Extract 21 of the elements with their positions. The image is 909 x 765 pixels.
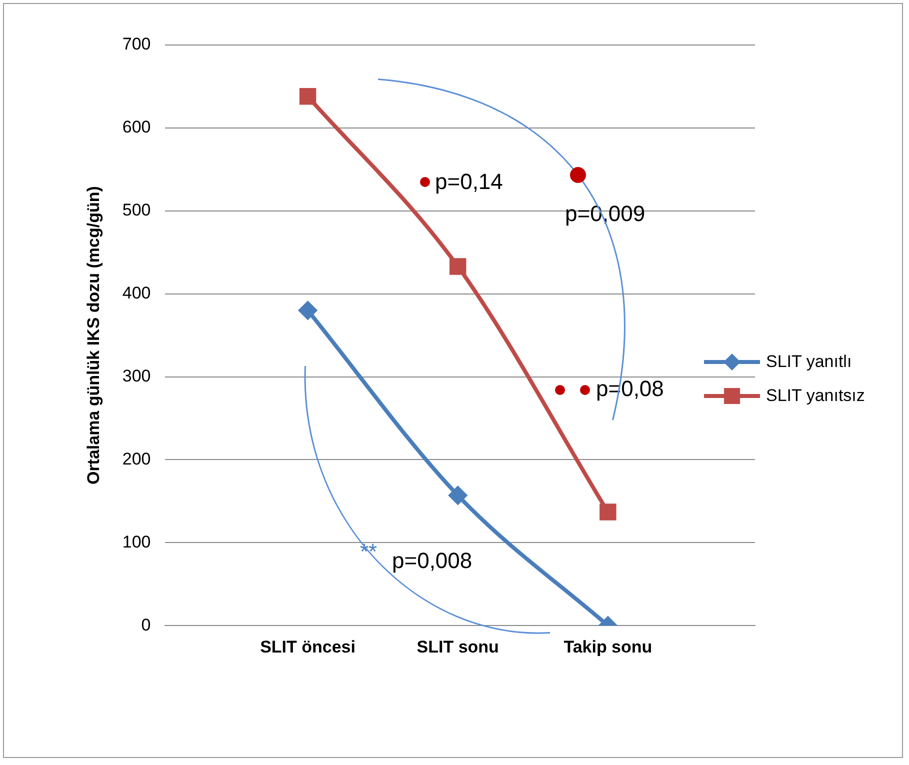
point [448,486,467,504]
y-tick-label: 0 [141,615,151,634]
y-tick-label: 500 [122,200,151,220]
y-tick-label: 200 [122,449,151,468]
y-tick-label: 300 [122,366,151,386]
y-tick-label: 400 [122,284,151,303]
point [299,88,316,105]
y-tick-label: 600 [122,118,151,137]
legend-label: SLIT yanıtlı [766,352,852,372]
x-tick-label: SLIT sonu [416,637,499,656]
annotation: p=0,008 [392,548,472,574]
y-tick-label: 700 [122,34,151,54]
x-tick-label: Takip sonu [564,637,652,656]
annotation: p=0,14 [435,169,503,194]
y-tick-label: 100 [122,532,151,552]
point [449,258,466,275]
legend-label: SLIT yanıtsız [766,386,865,406]
point [600,504,616,520]
point [298,301,317,320]
x-tick-label: SLIT öncesi [260,637,356,656]
y-axis-title: Ortalama günlük IKS dozu (mcg/gün) [84,186,103,485]
